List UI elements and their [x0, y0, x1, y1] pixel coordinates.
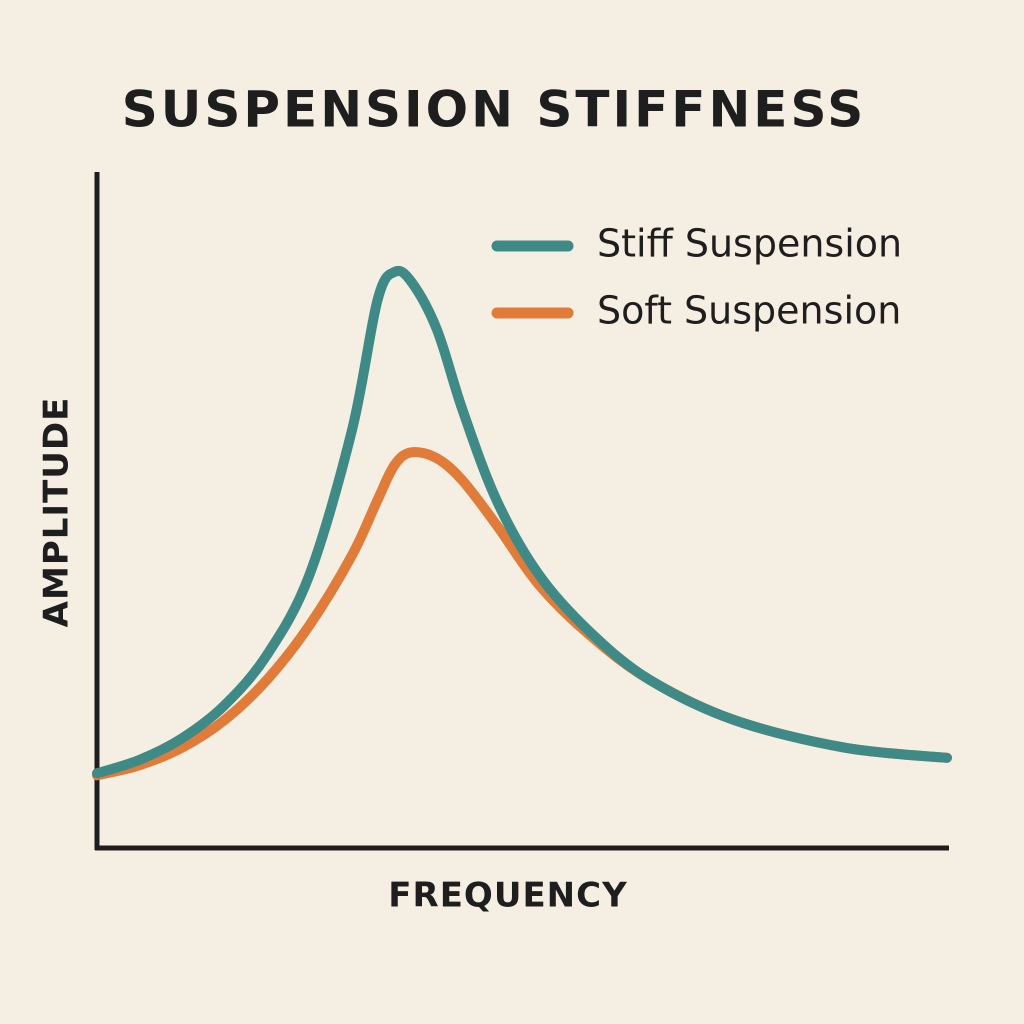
chart-title: SUSPENSION STIFFNESS: [122, 81, 866, 139]
line-series: [92, 265, 952, 779]
legend-text: Stiff Suspension: [597, 222, 902, 266]
legend-text: Soft Suspension: [597, 289, 901, 333]
x-axis-label: FREQUENCY: [388, 876, 627, 916]
y-axis-label: AMPLITUDE: [37, 397, 77, 628]
line-series: [92, 447, 952, 781]
